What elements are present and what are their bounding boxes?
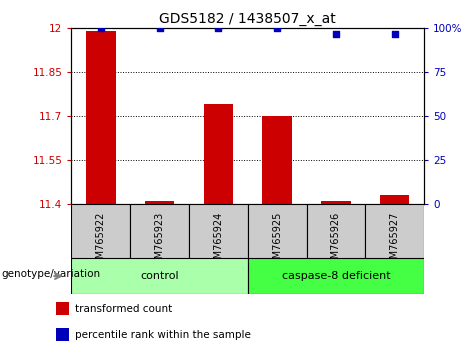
Bar xyxy=(365,204,424,258)
Text: GSM765924: GSM765924 xyxy=(213,212,224,271)
Text: percentile rank within the sample: percentile rank within the sample xyxy=(75,330,251,340)
Title: GDS5182 / 1438507_x_at: GDS5182 / 1438507_x_at xyxy=(160,12,336,26)
Bar xyxy=(130,204,189,258)
Point xyxy=(273,25,281,31)
Bar xyxy=(56,327,69,341)
Bar xyxy=(321,201,351,204)
Bar xyxy=(145,201,174,204)
Bar xyxy=(248,258,424,294)
Text: GSM765925: GSM765925 xyxy=(272,212,282,271)
Text: GSM765927: GSM765927 xyxy=(390,212,400,271)
Bar xyxy=(189,204,248,258)
Bar xyxy=(307,204,366,258)
Bar xyxy=(248,204,307,258)
Text: caspase-8 deficient: caspase-8 deficient xyxy=(282,271,390,281)
Bar xyxy=(71,204,130,258)
Point xyxy=(97,25,105,31)
Text: control: control xyxy=(140,271,179,281)
Point xyxy=(215,25,222,31)
Point xyxy=(332,31,340,36)
Bar xyxy=(86,31,116,204)
Text: GSM765922: GSM765922 xyxy=(96,212,106,271)
Text: GSM765926: GSM765926 xyxy=(331,212,341,271)
Bar xyxy=(380,195,409,204)
Text: genotype/variation: genotype/variation xyxy=(1,269,100,279)
Bar xyxy=(71,258,248,294)
Text: GSM765923: GSM765923 xyxy=(154,212,165,271)
Bar xyxy=(204,104,233,204)
Point xyxy=(156,25,163,31)
Bar xyxy=(262,116,292,204)
Text: transformed count: transformed count xyxy=(75,304,172,314)
Bar xyxy=(56,302,69,315)
Point xyxy=(391,31,398,36)
